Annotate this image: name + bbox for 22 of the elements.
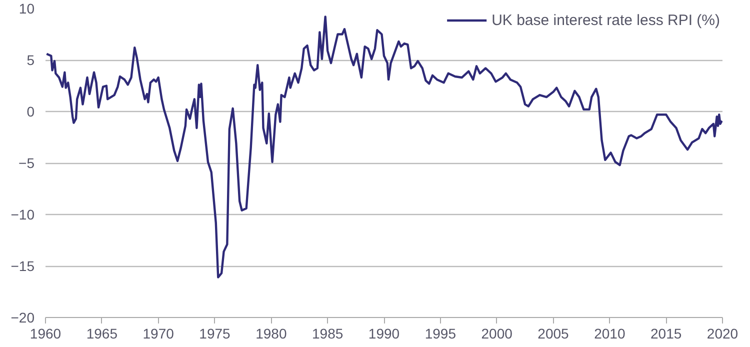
x-tick-label: 2010 [594,326,626,342]
x-tick-label: 1980 [256,326,287,342]
x-tick-label: 1985 [312,326,344,342]
y-tick-label: 10 [18,0,35,16]
x-tick-label: 1970 [142,326,174,342]
x-tick-label: 2015 [650,326,682,342]
y-tick-label: −5 [18,155,35,171]
y-tick-label: 0 [26,104,35,120]
y-tick-label: −10 [10,206,35,222]
y-tick-label: 5 [26,52,35,68]
x-tick-label: 1965 [86,326,118,342]
x-tick-label: 1975 [199,326,231,342]
x-tick-label: 1960 [30,326,62,342]
line-series [46,16,722,278]
x-tick-label: 2020 [706,326,738,342]
x-tick-label: 2005 [538,326,570,342]
x-tick-label: 2000 [481,326,513,342]
y-tick-label: −20 [10,310,35,326]
x-tick-label: 1990 [368,326,400,342]
legend-label: UK base interest rate less RPI (%) [492,12,720,28]
y-tick-label: −15 [10,258,35,274]
x-tick-label: 1995 [424,326,456,342]
